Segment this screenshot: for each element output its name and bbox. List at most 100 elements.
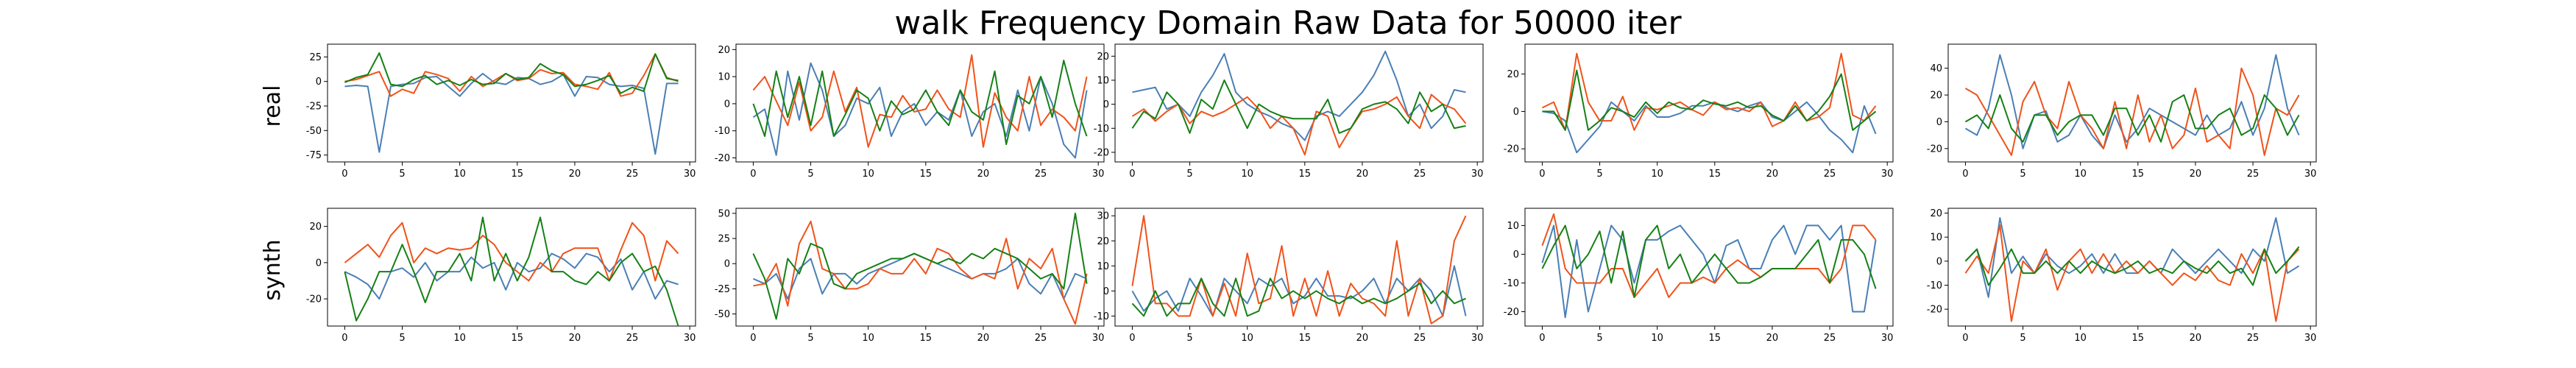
x-tick-label: 20: [1766, 169, 1779, 180]
x-tick-label: 5: [2020, 333, 2025, 344]
x-tick-label: 10: [1651, 333, 1663, 344]
x-tick-label: 0: [1129, 169, 1135, 180]
subplot-synth-3: 0 5 10 15 20 25 30 -10 0 10 20 30: [1094, 208, 1484, 344]
y-tick-label: 0: [1103, 286, 1109, 297]
x-tick-label: 0: [1539, 333, 1545, 344]
x-tick-label: 5: [807, 169, 813, 180]
y-tick-label: 0: [1103, 99, 1109, 110]
x-tick-label: 25: [626, 333, 639, 344]
series-line-1: [1964, 217, 2300, 298]
series-line-1: [1541, 224, 1877, 319]
series-line-3: [1131, 79, 1466, 134]
x-tick-label: 10: [2074, 333, 2087, 344]
y-tick-label: -20: [1927, 144, 1942, 155]
x-tick-label: 10: [1651, 169, 1663, 180]
x-tick-label: 20: [569, 333, 581, 344]
x-tick-label: 30: [1092, 169, 1105, 180]
x-tick-label: 5: [1186, 169, 1192, 180]
series-line-3: [1541, 224, 1877, 298]
subplot-synth-2: 0 5 10 15 20 25 30 -50 -25 0 25 50: [715, 208, 1105, 344]
series-line-2: [1542, 52, 1877, 131]
series-line-3: [344, 216, 679, 327]
x-tick-label: 10: [453, 333, 466, 344]
x-tick-label: 25: [1414, 333, 1426, 344]
series-line-2: [752, 54, 1088, 148]
series-line-1: [344, 252, 679, 300]
x-tick-label: 15: [1709, 169, 1722, 180]
x-tick-label: 30: [2304, 333, 2317, 344]
y-tick-label: -10: [1094, 124, 1109, 135]
x-tick-label: 10: [2074, 169, 2087, 180]
subplot-synth-4: 0 5 10 15 20 25 30 -20 -10 0 10: [1504, 208, 1894, 344]
series-line-3: [752, 212, 1088, 320]
x-tick-label: 15: [2132, 169, 2145, 180]
y-tick-label: -25: [306, 102, 322, 113]
series-line-1: [1132, 50, 1466, 141]
x-tick-label: 25: [626, 169, 639, 180]
y-tick-label: 0: [724, 259, 730, 270]
series-line-1: [752, 62, 1088, 159]
y-tick-label: 20: [1930, 91, 1942, 102]
y-tick-label: 10: [1097, 261, 1109, 272]
series-line-3: [1964, 246, 2300, 286]
y-tick-label: -25: [715, 284, 730, 295]
x-tick-label: 0: [1962, 169, 1968, 180]
x-tick-label: 5: [1596, 333, 1602, 344]
x-tick-label: 15: [2132, 333, 2145, 344]
x-tick-label: 25: [1035, 333, 1047, 344]
y-tick-label: -50: [715, 309, 730, 320]
x-tick-label: 25: [1414, 169, 1426, 180]
y-tick-label: 40: [1930, 63, 1942, 74]
y-tick-label: -20: [1094, 147, 1109, 158]
x-tick-label: 25: [1824, 333, 1836, 344]
y-tick-label: 0: [316, 258, 322, 269]
x-tick-label: 25: [2247, 333, 2260, 344]
x-tick-label: 20: [2190, 333, 2202, 344]
x-tick-label: 20: [569, 169, 581, 180]
y-tick-label: 0: [1936, 117, 1942, 128]
subplot-real-1: 0 5 10 15 20 25 30 -75 -50 -25 0 25: [306, 43, 696, 180]
x-tick-label: 20: [1766, 333, 1779, 344]
y-tick-label: -10: [1094, 311, 1109, 322]
y-tick-label: 50: [718, 208, 730, 219]
y-tick-label: 10: [718, 72, 730, 83]
x-tick-label: 0: [1962, 333, 1968, 344]
figure-title: walk Frequency Domain Raw Data for 50000…: [894, 4, 1682, 42]
x-tick-label: 10: [1241, 333, 1253, 344]
x-tick-label: 5: [807, 333, 813, 344]
y-tick-label: 10: [1930, 233, 1942, 244]
row-label-synth: synth: [260, 239, 286, 300]
y-tick-label: 20: [1097, 52, 1109, 63]
subplot-real-2: 0 5 10 15 20 25 30 -20 -10 0 10 20: [715, 43, 1105, 180]
subplot-real-5: 0 5 10 15 20 25 30 -20 0 20 40: [1927, 43, 2317, 180]
x-tick-label: 20: [977, 333, 990, 344]
y-tick-label: 0: [1936, 256, 1942, 267]
x-tick-label: 20: [2190, 169, 2202, 180]
y-tick-label: 20: [718, 45, 730, 56]
axes-frame: [327, 43, 696, 163]
series-line-2: [753, 220, 1088, 325]
x-tick-label: 20: [1356, 169, 1369, 180]
x-tick-label: 30: [684, 169, 696, 180]
series-line-3: [752, 60, 1088, 146]
y-tick-label: 20: [1930, 208, 1942, 219]
x-tick-label: 0: [1129, 333, 1135, 344]
x-tick-label: 25: [1824, 169, 1836, 180]
y-tick-label: 0: [724, 99, 730, 110]
x-tick-label: 30: [1471, 169, 1484, 180]
y-tick-label: -20: [1927, 305, 1942, 316]
x-tick-label: 30: [684, 333, 696, 344]
x-tick-label: 0: [750, 169, 756, 180]
series-line-3: [1542, 69, 1877, 131]
subplot-synth-1: 0 5 10 15 20 25 30 -20 0 20: [306, 208, 696, 344]
x-tick-label: 5: [399, 169, 405, 180]
x-tick-label: 30: [1881, 333, 1894, 344]
x-tick-label: 5: [2020, 169, 2025, 180]
row-label-real: real: [260, 85, 286, 127]
y-tick-label: -20: [715, 153, 730, 164]
series-line-3: [1964, 94, 2300, 143]
series-line-2: [1541, 213, 1877, 298]
y-tick-label: 20: [1507, 69, 1519, 80]
